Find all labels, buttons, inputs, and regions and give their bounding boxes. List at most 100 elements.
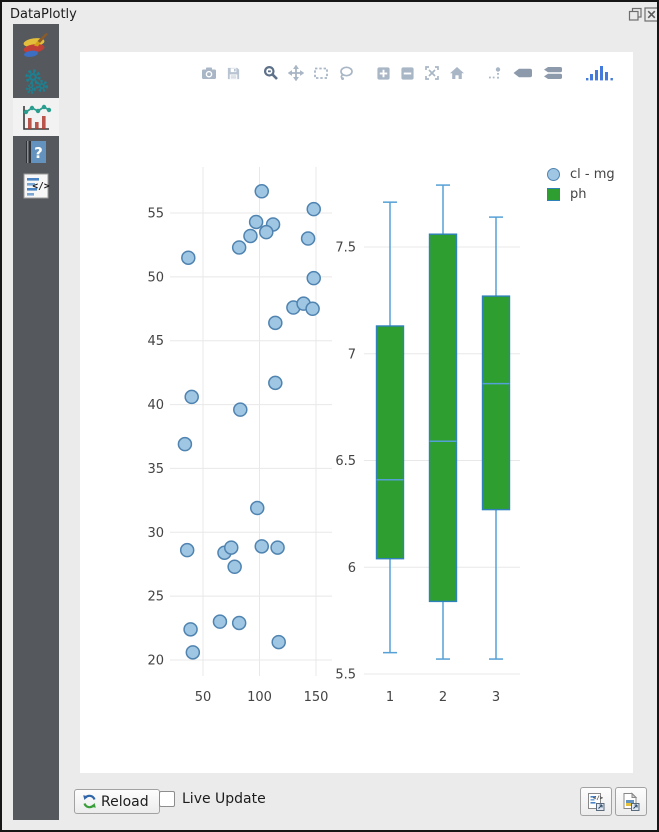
scatter-x-tick-label: 100 (247, 690, 272, 705)
plotly-modebar (201, 63, 615, 83)
code-page-icon: </> (23, 173, 50, 199)
sidebar-item-plot-properties[interactable] (13, 30, 59, 64)
scatter-point (179, 542, 195, 558)
home-icon (450, 67, 464, 79)
box-x-tick-label: 3 (492, 690, 500, 705)
save-disk-button[interactable] (226, 64, 241, 82)
scatter-point (243, 228, 258, 244)
box-body (481, 295, 511, 511)
live-update-control: Live Update (159, 791, 266, 807)
zoom-out-icon (401, 66, 414, 80)
chart-icon (23, 104, 52, 130)
box-y-tick-label: 6.5 (335, 454, 356, 469)
camera-icon (202, 67, 216, 79)
sidebar: ? </> (13, 24, 59, 820)
reload-sync-icon (83, 794, 96, 809)
pan-arrows-icon (288, 65, 304, 81)
plot-canvas[interactable]: 50 100 150 20 25 30 35 40 45 50 55 5.5 6 6.5 7 7.5 1 2 3 (80, 52, 633, 773)
scatter-point (300, 231, 316, 246)
download-camera-button[interactable] (201, 64, 217, 82)
legend-item-cl-mg[interactable]: cl - mg (547, 164, 615, 184)
scatter-point (254, 539, 270, 554)
zoom-magnifier-icon (264, 66, 278, 80)
reset-axes-home-button[interactable] (449, 64, 465, 82)
box-x-tick-label: 2 (439, 690, 447, 705)
zoom-out-button[interactable] (400, 64, 415, 82)
floppy-disk-icon (227, 67, 240, 79)
scatter-point (268, 315, 283, 331)
spike-lines-icon (489, 67, 501, 80)
scatter-point (305, 301, 320, 317)
scatter-point (254, 184, 270, 199)
sidebar-item-plot-view[interactable] (13, 98, 59, 136)
float-window-button[interactable] (628, 7, 643, 22)
autoscale-icon (425, 66, 439, 80)
hover-closest-button[interactable] (512, 64, 533, 82)
scatter-point (184, 389, 199, 405)
image-export-icon (623, 791, 640, 811)
scatter-point (248, 214, 264, 230)
hover-closest-icon (513, 68, 532, 78)
scatter-y-tick-label: 30 (147, 526, 164, 541)
box-y-tick-label: 6 (348, 561, 356, 576)
box-body (428, 233, 458, 603)
scatter-y-tick-label: 50 (147, 270, 164, 285)
box-y-tick-label: 5.5 (335, 668, 356, 683)
pan-button[interactable] (288, 64, 304, 82)
scatter-y-tick-label: 35 (147, 462, 164, 477)
close-window-button[interactable] (644, 7, 657, 22)
scatter-point (177, 436, 193, 452)
scatter-point (227, 559, 242, 575)
svg-text:</>: </> (593, 795, 604, 801)
lasso-select-button[interactable] (338, 64, 354, 82)
plotly-logo-icon (586, 66, 613, 81)
export-to-html-button[interactable]: </> (580, 787, 612, 816)
svg-text:</>: </> (32, 181, 49, 192)
box-y-tick-label: 7.5 (335, 241, 356, 256)
scatter-point (271, 634, 286, 650)
scatter-point (259, 224, 274, 240)
zoom-in-icon (377, 66, 390, 80)
zoom-in-button[interactable] (376, 64, 391, 82)
hover-compare-icon (544, 67, 562, 79)
sidebar-item-code[interactable]: </> (13, 168, 59, 204)
scatter-x-tick-label: 50 (195, 690, 212, 705)
reload-button-label: Reload (101, 793, 149, 810)
plot-panel: 50 100 150 20 25 30 35 40 45 50 55 5.5 6 6.5 7 7.5 1 2 3 (80, 52, 633, 773)
scatter-marker-swatch (547, 167, 560, 181)
zoom-button[interactable] (263, 64, 279, 82)
box-select-button[interactable] (313, 64, 329, 82)
svg-text:?: ? (34, 144, 43, 162)
box-x-tick-label: 1 (386, 690, 394, 705)
gears-icon (25, 69, 49, 94)
scatter-point (224, 540, 239, 555)
scatter-y-tick-label: 45 (147, 334, 164, 349)
box-marker-swatch (547, 187, 560, 201)
live-update-checkbox[interactable] (159, 791, 175, 807)
scatter-point (249, 500, 265, 516)
scatter-y-tick-label: 25 (147, 590, 164, 605)
reload-button[interactable]: Reload (74, 789, 160, 814)
live-update-label: Live Update (182, 791, 266, 807)
close-icon (644, 7, 657, 22)
legend-item-ph[interactable]: ph (547, 184, 615, 204)
export-as-image-button[interactable] (615, 787, 647, 816)
scatter-point (270, 540, 285, 555)
scatter-point (183, 622, 198, 637)
plotly-logo-button[interactable] (585, 64, 615, 82)
paintbrush-layers-icon (23, 33, 48, 57)
scatter-y-tick-label: 55 (147, 207, 164, 222)
sidebar-item-help[interactable]: ? (13, 136, 59, 168)
scatter-x-tick-label: 150 (304, 690, 329, 705)
sidebar-item-plot-settings[interactable] (13, 64, 59, 100)
lasso-select-icon (340, 66, 353, 80)
scatter-point (231, 615, 247, 631)
toggle-spike-lines-button[interactable] (487, 64, 503, 82)
scatter-point (231, 240, 247, 255)
autoscale-button[interactable] (424, 64, 440, 82)
scatter-point (181, 250, 196, 265)
float-window-icon (628, 7, 642, 21)
hover-compare-button[interactable] (542, 64, 563, 82)
window-title: DataPlotly (10, 7, 77, 22)
